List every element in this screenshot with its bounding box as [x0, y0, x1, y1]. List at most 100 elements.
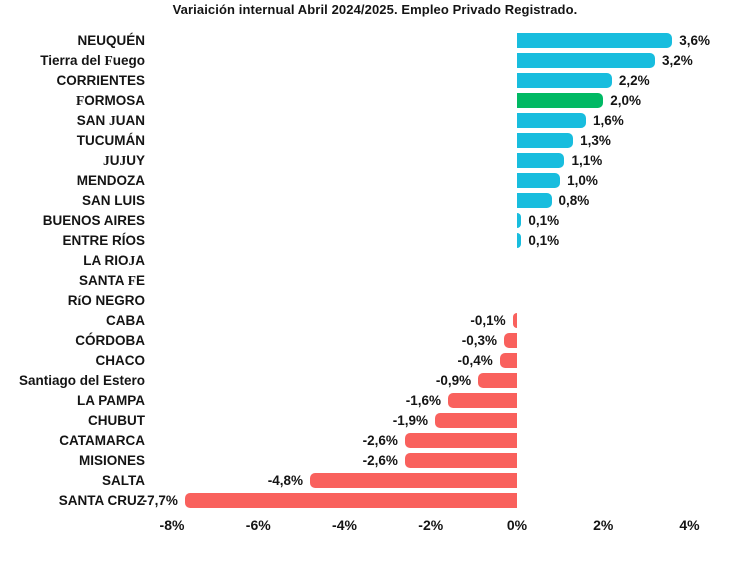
value-label: -2,6% [362, 433, 398, 448]
category-label: MENDOZA [76, 173, 145, 188]
x-axis: -8% -6% -4% -2% 0% 2% 4% [0, 515, 750, 535]
value-label: 2,2% [618, 73, 650, 88]
chart-row: CATAMARCA -2,6% [0, 431, 750, 451]
value-label: 0,1% [528, 213, 560, 228]
chart-row: CABA -0,1% [0, 311, 750, 331]
category-label: SANTA CRUZ [58, 493, 145, 508]
bar [499, 353, 517, 368]
serif-glyph: F [76, 93, 85, 108]
value-label: 3,6% [679, 33, 711, 48]
category-label: CHACO [95, 353, 146, 368]
value-label: 3,2% [662, 53, 693, 68]
category-label: LA PAMPA [77, 393, 145, 408]
axis-tick-label: -8% [159, 517, 185, 533]
value-label: 0,8% [558, 193, 590, 208]
value-label: -1,9% [392, 413, 429, 428]
bar [517, 153, 565, 168]
value-label: 1,3% [580, 133, 611, 148]
value-label: -0,3% [461, 333, 498, 348]
bar [517, 233, 522, 248]
value-label: -7,7% [142, 493, 178, 508]
category-label: BUENOS AIRES [42, 213, 145, 228]
axis-tick-label: -4% [332, 517, 357, 533]
chart-row: CORRIENTES 2,2% [0, 71, 750, 91]
chart-row: LA PAMPA -1,6% [0, 391, 750, 411]
chart-row: RíO NEGRO [0, 291, 750, 311]
value-label: -2,6% [362, 453, 398, 468]
value-label: -0,9% [435, 373, 472, 388]
category-label: SAN JUAN [76, 113, 145, 128]
category-label: MISIONES [78, 453, 145, 468]
category-label: CATAMARCA [59, 433, 145, 448]
chart-row: FORMOSA 2,0% [0, 91, 750, 111]
chart-row: SAN JUAN 1,6% [0, 111, 750, 131]
bar [448, 393, 517, 408]
bar [517, 213, 522, 228]
chart-row: ENTRE RÍOS 0,1% [0, 231, 750, 251]
category-label: ENTRE RÍOS [62, 233, 145, 248]
serif-glyph: í [77, 293, 82, 308]
category-label: RíO NEGRO [67, 293, 145, 308]
category-label: Tierra del Fuego [40, 53, 145, 68]
bar [512, 313, 517, 328]
value-label: -1,6% [405, 393, 441, 408]
bar [478, 373, 517, 388]
bar [517, 113, 586, 128]
bar [184, 493, 517, 508]
chart-row: TUCUMÁN 1,3% [0, 131, 750, 151]
category-label: CÓRDOBA [75, 333, 145, 348]
bar [517, 33, 673, 48]
axis-tick-label: 0% [506, 517, 528, 533]
category-label: CORRIENTES [56, 73, 145, 88]
category-label: Santiago del Estero [18, 373, 145, 388]
bar [517, 53, 655, 68]
serif-glyph: J [119, 153, 127, 168]
value-label: 0,1% [528, 233, 560, 248]
chart-row: BUENOS AIRES 0,1% [0, 211, 750, 231]
category-label: FORMOSA [76, 93, 145, 108]
chart-row: SAN LUIS 0,8% [0, 191, 750, 211]
category-label: CHUBUT [88, 413, 145, 428]
bar [517, 73, 612, 88]
serif-glyph: J [128, 253, 136, 268]
category-label: JUJUY [102, 153, 145, 168]
value-label: 2,0% [610, 93, 642, 108]
bar [517, 93, 604, 108]
bar [517, 193, 552, 208]
value-label: -0,1% [470, 313, 506, 328]
chart-row: SANTA CRUZ -7,7% [0, 491, 750, 511]
bar [504, 333, 517, 348]
category-label: LA RIOJA [83, 253, 145, 268]
chart-title: Variaición internual Abril 2024/2025. Em… [172, 2, 578, 17]
bar [517, 133, 574, 148]
chart-row: SALTA -4,8% [0, 471, 750, 491]
value-label: 1,0% [567, 173, 598, 188]
chart-rows: NEUQUÉN 3,6% Tierra del Fuego 3,2% CORRIENTE… [0, 31, 750, 511]
chart-row: LA RIOJA [0, 251, 750, 271]
serif-glyph: J [102, 153, 110, 168]
serif-glyph: J [109, 113, 116, 128]
value-label: -4,8% [267, 473, 303, 488]
chart-row: NEUQUÉN 3,6% [0, 31, 750, 51]
chart-row: CÓRDOBA -0,3% [0, 331, 750, 351]
category-label: TUCUMÁN [76, 133, 145, 148]
category-label: NEUQUÉN [77, 33, 145, 48]
category-label: CABA [106, 313, 145, 328]
chart-row: CHUBUT -1,9% [0, 411, 750, 431]
chart-row: Santiago del Estero -0,9% [0, 371, 750, 391]
value-label: -0,4% [457, 353, 493, 368]
category-label: SALTA [102, 473, 145, 488]
bar [435, 413, 517, 428]
bar [310, 473, 517, 488]
axis-tick-label: -6% [245, 517, 271, 533]
chart-row: MISIONES -2,6% [0, 451, 750, 471]
chart-row: CHACO -0,4% [0, 351, 750, 371]
category-label: SANTA FE [78, 273, 145, 288]
category-label: SAN LUIS [81, 193, 145, 208]
axis-tick-label: -2% [418, 517, 444, 533]
chart-row: JUJUY 1,1% [0, 151, 750, 171]
bar [517, 173, 561, 188]
serif-glyph: F [127, 273, 136, 288]
axis-tick-label: 4% [679, 517, 700, 533]
